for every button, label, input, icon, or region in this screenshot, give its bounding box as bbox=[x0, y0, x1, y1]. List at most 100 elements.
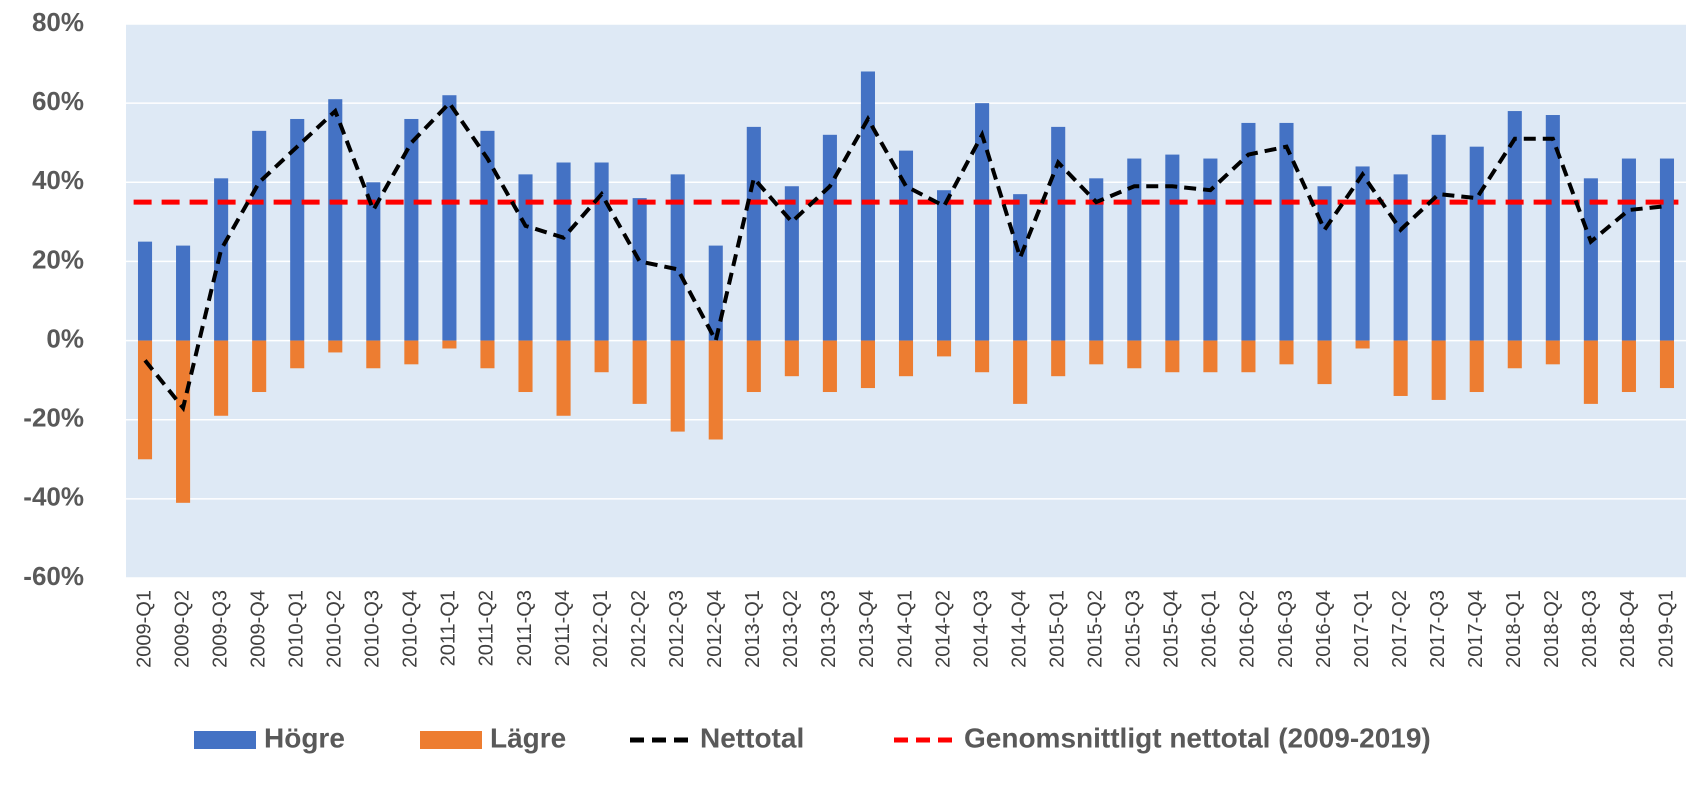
bar bbox=[670, 340, 685, 432]
bar bbox=[1659, 158, 1675, 341]
x-tick-label: 2014-Q4 bbox=[1008, 590, 1030, 668]
bar bbox=[1431, 134, 1446, 341]
bar bbox=[480, 130, 495, 341]
bar bbox=[214, 178, 229, 341]
x-tick-label: 2015-Q1 bbox=[1046, 590, 1068, 668]
bar bbox=[404, 340, 419, 365]
x-tick-label: 2013-Q1 bbox=[742, 590, 764, 668]
x-tick-label: 2012-Q4 bbox=[704, 590, 726, 668]
bar bbox=[1127, 340, 1142, 369]
bar bbox=[1089, 340, 1104, 365]
bar bbox=[1507, 340, 1522, 369]
x-tick-label: 2009-Q2 bbox=[171, 590, 193, 668]
x-tick-label: 2016-Q2 bbox=[1237, 590, 1259, 668]
y-tick-label: -60% bbox=[23, 561, 84, 591]
bar bbox=[670, 174, 685, 341]
x-tick-label: 2013-Q3 bbox=[818, 590, 840, 668]
y-tick-label: 20% bbox=[32, 244, 84, 274]
bar bbox=[252, 340, 267, 393]
bar bbox=[1013, 194, 1028, 341]
bar bbox=[1545, 340, 1560, 365]
bar bbox=[404, 118, 419, 341]
y-tick-label: -40% bbox=[23, 482, 84, 512]
bar bbox=[1583, 340, 1598, 404]
x-tick-label: 2017-Q2 bbox=[1389, 590, 1411, 668]
x-tick-label: 2017-Q1 bbox=[1351, 590, 1373, 668]
x-tick-label: 2017-Q3 bbox=[1427, 590, 1449, 668]
y-tick-label: 40% bbox=[32, 165, 84, 195]
bar bbox=[1203, 158, 1218, 341]
legend-swatch bbox=[420, 731, 482, 749]
x-tick-label: 2018-Q4 bbox=[1617, 590, 1639, 668]
legend-swatch bbox=[194, 731, 256, 749]
bar bbox=[1469, 340, 1484, 393]
x-tick-label: 2014-Q3 bbox=[970, 590, 992, 668]
bar bbox=[290, 340, 305, 369]
legend-label: Högre bbox=[264, 722, 345, 753]
bar bbox=[708, 245, 723, 341]
x-tick-label: 2010-Q3 bbox=[362, 590, 384, 668]
x-tick-label: 2014-Q2 bbox=[932, 590, 954, 668]
bar bbox=[632, 198, 647, 341]
bar bbox=[708, 340, 723, 440]
bar bbox=[1241, 340, 1256, 373]
net-line bbox=[143, 99, 1668, 413]
bar bbox=[442, 340, 457, 349]
x-tick-label: 2011-Q2 bbox=[476, 590, 498, 666]
x-tick-label: 2013-Q4 bbox=[856, 590, 878, 668]
bar bbox=[1013, 340, 1028, 404]
bar bbox=[328, 340, 343, 353]
bar bbox=[176, 245, 191, 341]
x-tick-label: 2014-Q1 bbox=[894, 590, 916, 668]
x-tick-label: 2012-Q1 bbox=[590, 590, 612, 668]
bar bbox=[1203, 340, 1218, 373]
x-tick-label: 2012-Q3 bbox=[666, 590, 688, 668]
bar bbox=[366, 340, 381, 369]
bar bbox=[518, 340, 533, 393]
bar bbox=[860, 71, 875, 341]
x-tick-label: 2013-Q2 bbox=[780, 590, 802, 668]
bar bbox=[290, 118, 305, 341]
bar bbox=[1583, 178, 1598, 341]
x-tick-label: 2009-Q4 bbox=[247, 590, 269, 668]
bar bbox=[632, 340, 647, 404]
bar bbox=[556, 340, 571, 416]
bar bbox=[556, 162, 571, 341]
bar bbox=[746, 126, 761, 341]
x-tick-label: 2018-Q3 bbox=[1579, 590, 1601, 668]
x-tick-label: 2009-Q3 bbox=[209, 590, 231, 668]
bar bbox=[366, 182, 381, 341]
bar bbox=[594, 162, 609, 341]
bar bbox=[1469, 146, 1484, 341]
bar bbox=[1355, 166, 1370, 341]
bar bbox=[1165, 154, 1180, 341]
x-tick-label: 2010-Q1 bbox=[286, 590, 308, 668]
x-tick-label: 2011-Q3 bbox=[514, 590, 536, 666]
bar bbox=[1659, 340, 1675, 389]
bar bbox=[1241, 122, 1256, 341]
x-tick-label: 2015-Q2 bbox=[1085, 590, 1107, 668]
bar bbox=[1545, 115, 1560, 341]
bar bbox=[1279, 122, 1294, 341]
bar bbox=[1317, 186, 1332, 341]
bar bbox=[1621, 340, 1636, 393]
bar bbox=[252, 130, 267, 341]
y-tick-label: -20% bbox=[23, 403, 84, 433]
x-tick-label: 2010-Q4 bbox=[400, 590, 422, 668]
bar bbox=[1165, 340, 1180, 373]
bar bbox=[1355, 340, 1370, 349]
bar bbox=[784, 340, 799, 377]
x-tick-label: 2017-Q4 bbox=[1465, 590, 1487, 668]
legend-label: Genomsnittligt nettotal (2009-2019) bbox=[964, 722, 1431, 753]
bar bbox=[822, 340, 837, 393]
x-tick-label: 2010-Q2 bbox=[324, 590, 346, 668]
bar bbox=[746, 340, 761, 393]
bar bbox=[1431, 340, 1446, 400]
x-tick-label: 2011-Q4 bbox=[552, 590, 574, 666]
bar bbox=[937, 340, 952, 357]
bar bbox=[975, 103, 990, 341]
bar bbox=[975, 340, 990, 373]
bar bbox=[137, 241, 153, 341]
